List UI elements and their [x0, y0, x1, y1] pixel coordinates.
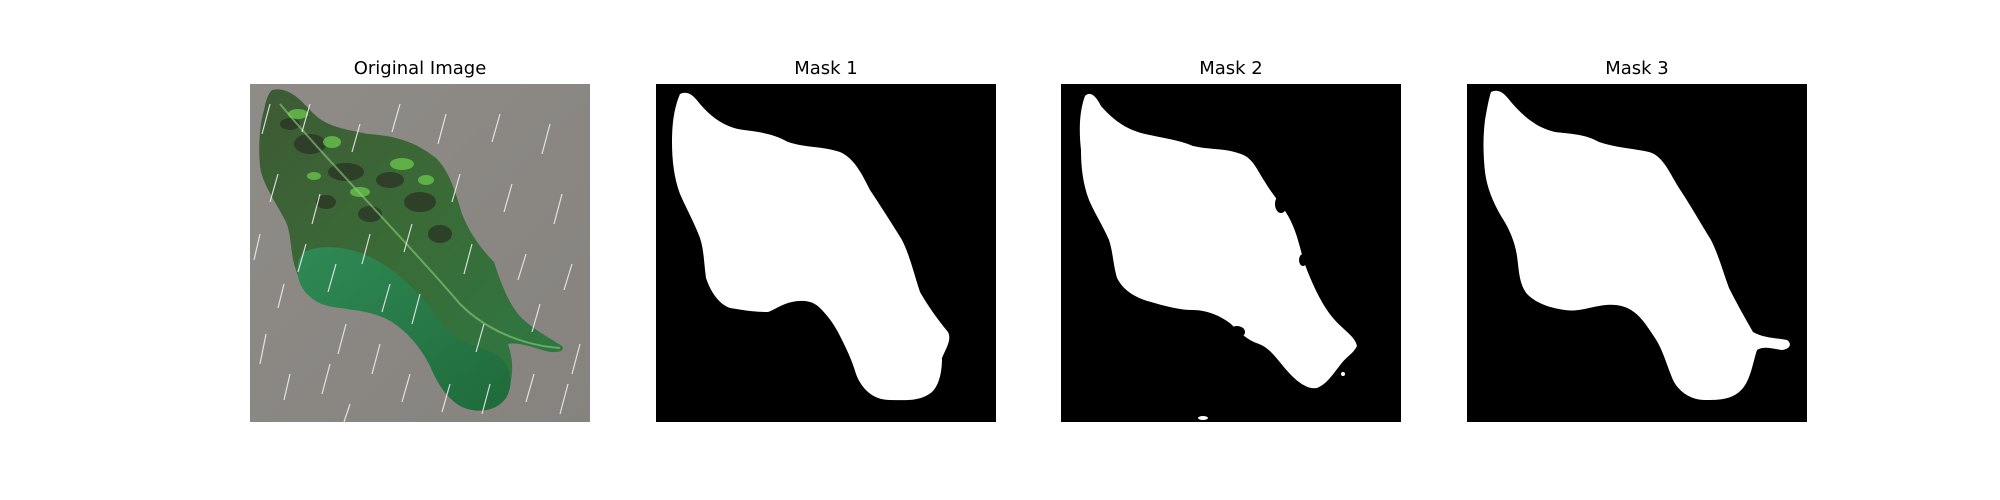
leaf-highlights — [288, 109, 434, 197]
panel-title-mask-1: Mask 1 — [794, 58, 858, 79]
panel-title-mask-2: Mask 2 — [1199, 58, 1263, 79]
leaf-midrib — [279, 103, 561, 349]
mask-2-holes — [1229, 195, 1307, 338]
panel-mask-1: Mask 1 — [656, 0, 996, 500]
panel-original-image: Original Image — [250, 0, 590, 500]
mask-1-image — [656, 84, 996, 422]
mask-2-specks — [1198, 282, 1345, 420]
leaf-lower-lobe — [297, 247, 511, 411]
panel-title-mask-3: Mask 3 — [1605, 58, 1669, 79]
panel-title-original: Original Image — [353, 58, 487, 79]
mask-2-image — [1061, 84, 1401, 422]
panel-mask-2: Mask 2 — [1061, 0, 1401, 500]
mask-2-region — [1079, 93, 1357, 389]
original-leaf-photo — [250, 84, 590, 422]
panel-mask-3: Mask 3 — [1467, 0, 1807, 500]
mask-1-region — [672, 92, 950, 401]
rain-streaks — [253, 103, 581, 422]
mask-3-region — [1483, 90, 1790, 400]
mask-3-image — [1467, 84, 1807, 422]
